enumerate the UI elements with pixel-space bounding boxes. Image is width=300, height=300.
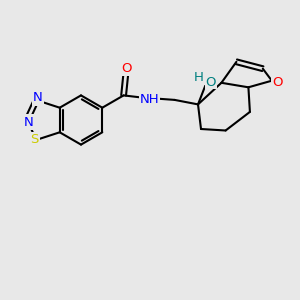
Text: NH: NH [140,93,159,106]
Text: O: O [121,62,131,75]
Text: N: N [24,116,33,129]
Text: S: S [31,134,39,146]
Text: O: O [272,76,283,89]
Text: O: O [206,76,216,89]
Text: H: H [194,71,204,84]
Text: N: N [33,92,43,104]
